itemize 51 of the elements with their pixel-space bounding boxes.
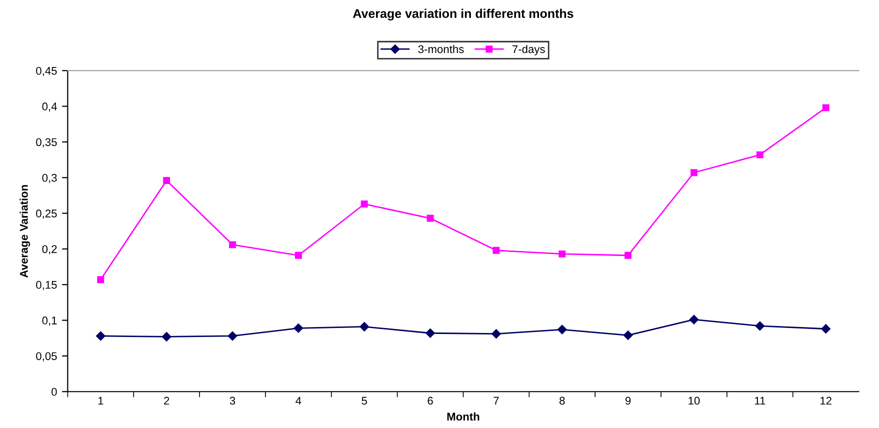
y-tick-label: 0,35: [36, 138, 57, 148]
point: [492, 329, 501, 338]
point: [360, 200, 368, 208]
x-tick-label: 8: [560, 396, 565, 405]
point: [624, 252, 632, 259]
point: [294, 324, 304, 333]
x-tick-label: 2: [164, 396, 170, 405]
legend-label: 3-months: [418, 44, 464, 54]
y-tick-label: 0,4: [42, 102, 57, 112]
x-tick-label: 11: [754, 396, 766, 405]
point: [623, 330, 633, 340]
legend-label: 7-days: [512, 44, 545, 56]
point: [163, 177, 170, 184]
y-tick-label: 0,2: [42, 245, 57, 254]
point: [558, 250, 566, 258]
point: [426, 214, 434, 222]
x-tick-label: 7: [494, 396, 499, 405]
point: [96, 331, 106, 341]
x-tick-label: 3: [230, 396, 236, 405]
point: [689, 314, 699, 324]
chart-title: Average variation in different months: [353, 8, 574, 20]
x-tick-label: 1: [98, 396, 104, 405]
point: [162, 332, 172, 342]
y-tick-label: 0: [52, 388, 57, 396]
point: [690, 169, 698, 176]
y-axis-title: Average Variation: [20, 185, 30, 278]
point: [821, 324, 830, 334]
point: [360, 322, 369, 332]
y-tick-label: 0,25: [36, 210, 57, 219]
point: [294, 252, 302, 259]
y-tick-label: 0,1: [42, 316, 57, 326]
point: [755, 321, 765, 331]
x-axis-title: Month: [447, 412, 480, 421]
y-tick-label: 0,3: [42, 174, 57, 184]
point: [756, 151, 764, 158]
y-tick-label: 0,15: [36, 280, 57, 290]
x-tick-label: 5: [362, 396, 367, 405]
x-tick-label: 6: [428, 396, 433, 405]
y-tick-label: 0,45: [36, 66, 57, 76]
point: [492, 246, 500, 254]
y-tick-label: 0,05: [36, 352, 57, 362]
point: [228, 331, 238, 341]
point: [822, 104, 830, 112]
point: [229, 241, 236, 248]
point: [97, 276, 104, 284]
x-tick-label: 4: [296, 396, 302, 405]
x-tick-label: 12: [820, 396, 832, 405]
x-tick-label: 10: [688, 396, 700, 405]
x-tick-label: 9: [625, 396, 631, 405]
point: [557, 324, 567, 334]
point: [426, 328, 435, 338]
